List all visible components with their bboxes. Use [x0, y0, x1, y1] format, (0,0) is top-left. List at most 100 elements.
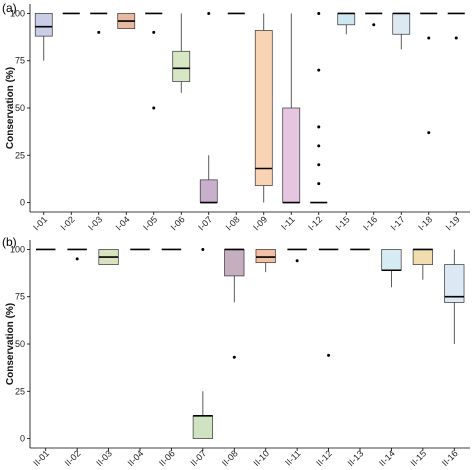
- box-body: [337, 13, 356, 26]
- y-tick-label: 0: [20, 434, 25, 444]
- box-body: [255, 249, 276, 264]
- outlier-point: [372, 23, 376, 27]
- x-tick-label: I-07: [196, 214, 214, 232]
- x-tick-label: II-02: [63, 448, 83, 468]
- box-i-19: [447, 12, 465, 40]
- y-tick-label: 75: [15, 56, 25, 66]
- outlier-point: [317, 182, 321, 186]
- x-tick-label: I-09: [251, 214, 269, 232]
- x-tick-label: I-15: [334, 214, 352, 232]
- box-i-04: [117, 13, 136, 29]
- x-tick-label: II-16: [440, 448, 460, 468]
- x-tick-label: II-01: [31, 448, 51, 468]
- box-body: [254, 30, 273, 186]
- box-ii-07: [192, 247, 213, 439]
- y-tick-label: 100: [10, 244, 25, 254]
- outlier-point: [427, 131, 431, 135]
- panel-b: (b) Conservation (%) 0 25 50 75 100 II-01 II-02 I…: [2, 235, 470, 468]
- x-tick-label: I-04: [114, 214, 132, 232]
- x-tick-label: I-16: [361, 214, 379, 232]
- box-body: [192, 415, 213, 439]
- outlier-point: [427, 36, 431, 40]
- y-tick-label: 75: [15, 292, 25, 302]
- outlier-point: [75, 257, 79, 261]
- outlier-point: [97, 30, 101, 34]
- outlier-point: [152, 30, 156, 34]
- y-tick-label: 50: [15, 103, 25, 113]
- box-ii-08: [224, 248, 245, 359]
- box-body: [412, 249, 433, 265]
- x-tick-label: I-05: [141, 214, 159, 232]
- box-i-09: [254, 13, 273, 203]
- panel-label: (a): [2, 1, 17, 15]
- panel-label: (b): [2, 235, 17, 249]
- box-ii-16: [444, 249, 465, 344]
- box-body: [444, 264, 465, 303]
- box-ii-15: [412, 248, 433, 280]
- box-i-12: [310, 11, 328, 204]
- box-i-06: [172, 13, 191, 93]
- x-tick-label: I-19: [444, 214, 462, 232]
- x-tick-label: II-03: [94, 448, 114, 468]
- outlier-point: [454, 36, 458, 40]
- box-ii-03: [98, 249, 119, 265]
- y-tick-label: 50: [15, 339, 25, 349]
- x-tick-label: II-07: [188, 448, 208, 468]
- outlier-point: [232, 355, 236, 359]
- x-tick-label: II-12: [314, 448, 334, 468]
- box-ii-02: [67, 248, 87, 261]
- x-tick-label: I-08: [224, 214, 242, 232]
- outlier-point: [152, 106, 156, 110]
- box-i-16: [365, 12, 383, 27]
- x-tick-label: I-02: [59, 214, 77, 232]
- box-body: [381, 249, 402, 271]
- box-i-01: [34, 13, 53, 61]
- outlier-point: [317, 11, 321, 15]
- x-tick-label: I-11: [279, 214, 297, 232]
- panel-a: (a) Conservation (%) 0 25 50 75 100 I-01 I-02 I-0…: [2, 1, 470, 232]
- box-body: [392, 13, 411, 35]
- y-tick-label: 25: [15, 386, 25, 396]
- box-body: [282, 107, 301, 203]
- box-ii-12: [318, 248, 339, 357]
- x-tick-label: II-14: [377, 448, 397, 468]
- box-ii-11: [287, 248, 307, 263]
- x-tick-label: II-10: [251, 448, 271, 468]
- outlier-point: [201, 247, 205, 251]
- box-body: [172, 50, 191, 82]
- box-ii-14: [381, 249, 402, 288]
- x-tick-label: II-13: [346, 448, 366, 468]
- x-tick-label: II-06: [157, 448, 177, 468]
- outlier-point: [207, 11, 211, 15]
- x-tick-label: II-11: [283, 448, 302, 467]
- y-tick-label: 0: [20, 198, 25, 208]
- y-tick-label: 100: [10, 8, 25, 18]
- outlier-point: [317, 68, 321, 72]
- outlier-point: [317, 163, 321, 167]
- outlier-point: [317, 144, 321, 148]
- box-i-18: [420, 12, 438, 135]
- x-tick-label: I-18: [416, 214, 434, 232]
- box-i-03: [90, 12, 108, 34]
- box-body: [224, 249, 245, 277]
- outlier-point: [327, 353, 331, 357]
- box-body: [34, 13, 53, 37]
- box-i-11: [282, 13, 301, 204]
- box-i-15: [337, 12, 356, 35]
- box-i-07: [199, 11, 218, 204]
- x-tick-label: I-12: [306, 214, 324, 232]
- y-axis-title: Conservation (%): [5, 67, 16, 149]
- box-body: [199, 179, 218, 203]
- box-i-17: [392, 12, 411, 50]
- x-tick-label: I-03: [86, 214, 104, 232]
- y-axis-title: Conservation (%): [5, 303, 16, 385]
- x-tick-label: II-15: [408, 448, 428, 468]
- outlier-point: [317, 125, 321, 129]
- box-ii-10: [255, 249, 276, 273]
- box-i-05: [145, 12, 163, 110]
- x-tick-label: I-17: [389, 214, 407, 232]
- y-tick-label: 25: [15, 150, 25, 160]
- x-tick-label: II-08: [220, 448, 240, 468]
- x-tick-label: I-01: [31, 214, 49, 232]
